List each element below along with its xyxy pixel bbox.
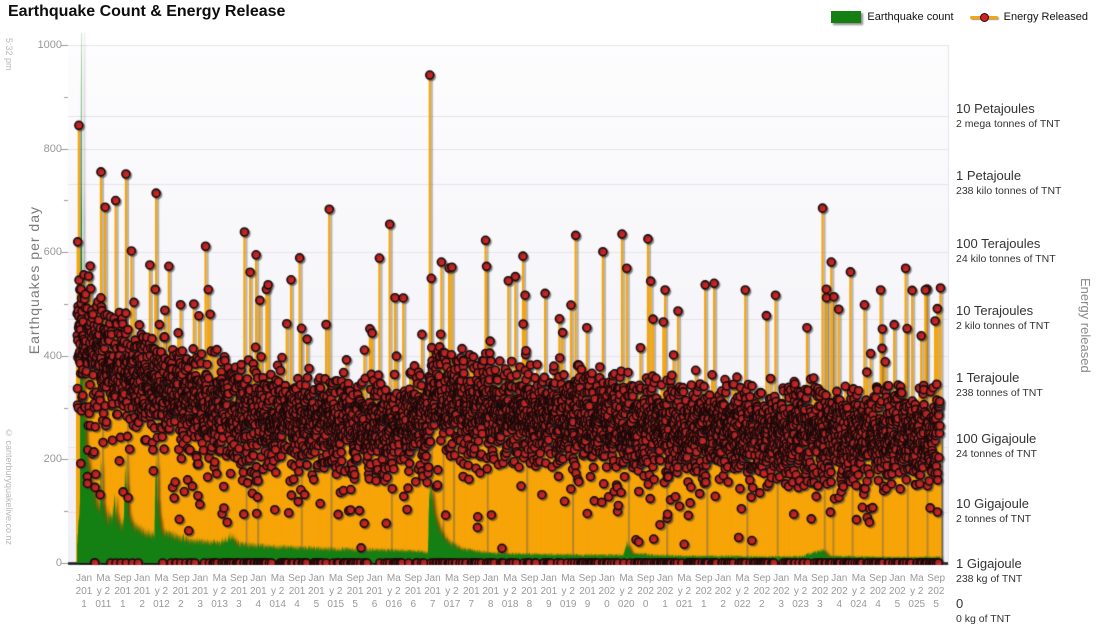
legend: Earthquake count Energy Released	[831, 11, 1088, 23]
x-tick-label: May 2019	[559, 573, 577, 610]
x-tick-label: May 2024	[850, 573, 867, 610]
energy-scale-sub: 2 tonnes of TNT	[956, 513, 1032, 525]
energy-scale-main: 1 Gigajoule	[956, 556, 1022, 571]
energy-scale-sub: 238 tonnes of TNT	[956, 387, 1043, 399]
x-tick-label: Sep 2011	[113, 573, 132, 610]
x-tick-label: Sep 2012	[171, 573, 190, 610]
x-tick-label: May 2016	[385, 573, 403, 610]
x-tick-label: Jan 2023	[772, 573, 790, 610]
x-tick-label: Jan 2016	[366, 573, 383, 610]
x-tick-label: Sep 2020	[636, 573, 655, 610]
legend-label-energy: Energy Released	[1003, 11, 1088, 23]
x-tick-label: Sep 2013	[230, 573, 248, 610]
energy-scale-sub: 238 kg of TNT	[956, 573, 1023, 585]
y-axis-title-left: Earthquakes per day	[26, 205, 42, 355]
x-tick-label: May 2012	[153, 573, 170, 610]
energy-scale-sub: 24 tonnes of TNT	[956, 448, 1037, 460]
y-tick-label: 1000	[37, 39, 62, 51]
x-tick-label: Jan 2018	[482, 573, 500, 610]
earthquake-count-swatch-icon	[831, 11, 862, 23]
x-tick-label: May 2023	[792, 573, 809, 610]
x-tick-label: Sep 2024	[869, 573, 887, 610]
x-tick-label: Sep 2023	[811, 573, 829, 610]
x-tick-label: Sep 2015	[346, 573, 365, 610]
x-tick-label: May 2014	[269, 573, 286, 610]
x-tick-label: May 2015	[327, 573, 345, 610]
x-tick-label: Sep 2016	[404, 573, 423, 610]
energy-scale-main: 10 Gigajoule	[956, 496, 1029, 511]
energy-released-marker-icon	[969, 12, 998, 22]
x-tick-label: Jan 2025	[889, 573, 906, 610]
watermark-site: © canterburyquakelive.co.nz	[4, 428, 14, 546]
energy-scale-main: 10 Terajoules	[956, 303, 1034, 318]
y-tick-label: 800	[43, 142, 62, 155]
x-tick-label: May 2022	[734, 573, 751, 610]
legend-item-energy-released[interactable]: Energy Released	[969, 11, 1088, 23]
x-tick-label: Sep 2025	[927, 573, 946, 610]
x-tick-label: May 2021	[676, 573, 693, 610]
x-tick-label: Jan 2014	[249, 573, 267, 610]
x-tick-label: Jan 2024	[830, 573, 848, 610]
energy-scale-item: 10 Terajoules 2 kilo tonnes of TNT	[956, 303, 1096, 332]
x-tick-label: May 2025	[908, 573, 926, 610]
energy-scale-main: 100 Gigajoule	[956, 431, 1037, 446]
y-tick-label: 400	[43, 349, 62, 362]
x-tick-label: Sep 2021	[694, 573, 713, 610]
x-tick-label: Sep 2019	[578, 573, 597, 610]
x-tick-label: Sep 2017	[462, 573, 481, 610]
y-axis-title-right: Energy released	[1078, 277, 1093, 373]
energy-scale-item: 1 Petajoule 238 kilo tonnes of TNT	[956, 168, 1096, 197]
legend-label-count: Earthquake count	[867, 11, 954, 23]
y-tick-label: 200	[43, 453, 62, 466]
x-tick-label: Jan 2013	[191, 573, 209, 610]
energy-scale-sub: 0 kg of TNT	[956, 613, 1011, 625]
energy-scale-item: 10 Petajoules 2 mega tonnes of TNT	[956, 101, 1096, 130]
energy-scale-main: 10 Petajoules	[956, 101, 1035, 116]
energy-scale-main: 0	[956, 596, 964, 611]
energy-scale-item: 0 0 kg of TNT	[956, 596, 1096, 625]
energy-scale-item: 100 Gigajoule 24 tonnes of TNT	[956, 431, 1096, 460]
energy-scale-main: 100 Terajoules	[956, 236, 1041, 251]
x-tick-label: May 2013	[211, 573, 228, 610]
x-tick-label: May 2018	[501, 573, 519, 610]
x-tick-label: Jan 2011	[75, 573, 93, 610]
x-tick-label: Sep 2022	[752, 573, 771, 610]
energy-scale-sub: 238 kilo tonnes of TNT	[956, 185, 1062, 197]
x-tick-label: Jan 2022	[714, 573, 732, 610]
energy-scale-sub: 24 kilo tonnes of TNT	[956, 253, 1056, 265]
x-tick-label: Jan 2015	[308, 573, 325, 610]
energy-scale-item: 100 Terajoules 24 kilo tonnes of TNT	[956, 236, 1096, 265]
energy-scale-item: 10 Gigajoule 2 tonnes of TNT	[956, 496, 1096, 525]
x-tick-label: Jan 2020	[598, 573, 616, 610]
x-tick-label: Sep 2014	[288, 573, 306, 610]
energy-scale-main: 1 Petajoule	[956, 168, 1022, 183]
x-tick-label: Jan 2017	[424, 573, 441, 610]
energy-scale-sub: 2 mega tonnes of TNT	[956, 118, 1061, 130]
energy-scale-item: 1 Terajoule 238 tonnes of TNT	[956, 370, 1096, 399]
energy-scale-sub: 2 kilo tonnes of TNT	[956, 320, 1050, 332]
watermark-timestamp: 5:32 pm	[4, 38, 14, 71]
y-tick-label: 0	[55, 557, 62, 569]
x-tick-label: Jan 2021	[656, 573, 674, 610]
legend-item-earthquake-count[interactable]: Earthquake count	[831, 11, 954, 23]
x-tick-label: Jan 2019	[540, 573, 558, 610]
energy-scale-item: 1 Gigajoule 238 kg of TNT	[956, 556, 1096, 585]
y-tick-label: 600	[43, 246, 62, 259]
x-tick-label: Sep 2018	[520, 573, 539, 610]
x-tick-label: May 2011	[95, 573, 112, 610]
chart-title: Earthquake Count & Energy Release	[8, 3, 286, 20]
energy-scale-main: 1 Terajoule	[956, 370, 1020, 385]
x-tick-label: Jan 2012	[133, 573, 151, 610]
x-tick-label: May 2017	[443, 573, 461, 610]
x-tick-label: May 2020	[617, 573, 635, 610]
